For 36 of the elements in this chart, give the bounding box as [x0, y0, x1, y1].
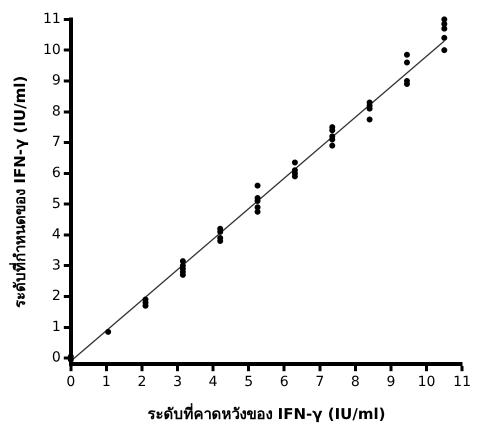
y-tick-label: 10: [42, 42, 61, 58]
y-tick-label: 1: [52, 318, 61, 335]
y-tick-label: 0: [52, 350, 61, 366]
x-axis-title: ระดับที่คาดหวังของ IFN-γ (IU/ml): [147, 402, 386, 423]
y-axis-title: ระดับที่กำหนดของ IFN-γ (IU/ml): [8, 76, 29, 308]
x-tick-label: 1: [102, 374, 111, 390]
point: [254, 182, 261, 189]
x-tick-label: 8: [350, 374, 360, 390]
point: [292, 160, 298, 166]
y-tick-label: 8: [52, 103, 61, 120]
y-tick-label: 5: [52, 196, 61, 212]
y-tick-label: 4: [52, 226, 61, 243]
point: [404, 60, 410, 66]
point: [441, 16, 448, 22]
point: [366, 116, 373, 122]
x-tick-label: 0: [66, 374, 76, 390]
x-tick-label: 7: [315, 374, 324, 390]
x-tick-label: 6: [280, 374, 289, 390]
y-tick-label: 11: [42, 11, 61, 28]
point: [441, 47, 448, 54]
point: [329, 142, 336, 149]
y-tick-label: 7: [52, 134, 61, 150]
point: [441, 34, 448, 41]
point: [105, 328, 112, 335]
x-tick-label: 5: [244, 374, 254, 390]
y-tick-label: 2: [52, 288, 61, 304]
x-tick-label: 10: [418, 374, 436, 390]
x-tick-label: 11: [453, 374, 472, 390]
y-tick-label: 6: [52, 164, 61, 181]
y-tick-label: 9: [52, 72, 61, 89]
point: [404, 52, 410, 58]
x-tick-label: 4: [208, 374, 218, 390]
y-tick-label: 3: [52, 257, 61, 274]
x-tick-label: 3: [173, 374, 182, 390]
x-tick-label: 9: [386, 374, 396, 390]
x-tick-label: 2: [137, 374, 146, 390]
